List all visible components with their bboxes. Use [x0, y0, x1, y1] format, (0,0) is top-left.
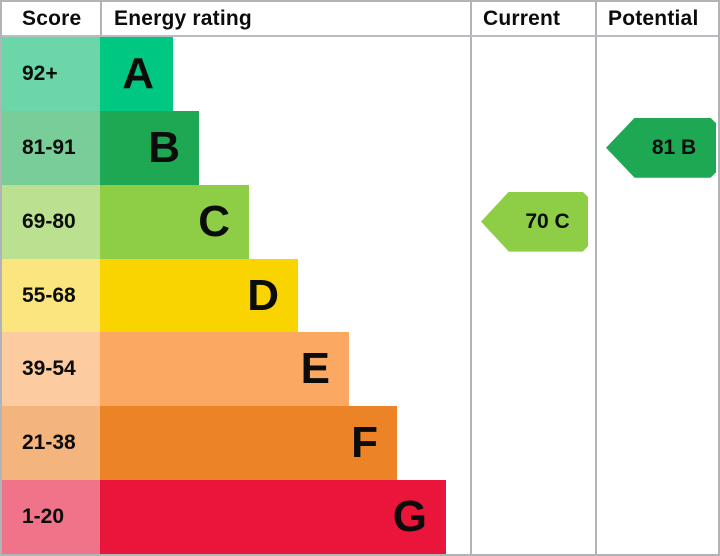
score-range-label: 69-80 [22, 209, 76, 233]
potential-rating-marker: 81 B [606, 117, 716, 178]
header-score: Score [2, 2, 100, 35]
header-energy-rating-label: Energy rating [114, 6, 252, 30]
band-letter-f: F [351, 418, 378, 468]
bar-cell-e: E [100, 332, 470, 407]
score-range-label: 81-91 [22, 135, 76, 159]
band-letter-e: E [300, 344, 330, 394]
score-range-label: 92+ [22, 61, 58, 85]
band-bar-d: D [100, 258, 298, 333]
chart-header: Score Energy rating Current Potential [2, 2, 718, 37]
header-energy-rating: Energy rating [100, 2, 470, 35]
potential-column-cell [595, 480, 718, 554]
bar-cell-f: F [100, 406, 470, 481]
band-letter-d: D [247, 270, 279, 320]
bar-cell-a: A [100, 37, 470, 111]
band-bar-a: A [100, 37, 173, 111]
potential-column-cell [595, 184, 718, 259]
band-row-c: 69-80 C 70 C [2, 184, 718, 259]
potential-column-cell [595, 406, 718, 481]
current-column-cell [470, 406, 595, 481]
band-bar-g: G [100, 480, 446, 554]
potential-column-cell: 81 B [595, 110, 718, 185]
current-column-cell [470, 332, 595, 407]
score-range-c: 69-80 [2, 184, 100, 259]
potential-rating-label: 81 B [651, 135, 697, 159]
bar-cell-d: D [100, 258, 470, 333]
band-letter-b: B [148, 122, 180, 172]
score-range-label: 21-38 [22, 431, 76, 455]
header-current-label: Current [483, 6, 561, 30]
current-column-cell [470, 110, 595, 185]
current-rating-marker: 70 C [481, 191, 588, 252]
potential-column-cell [595, 332, 718, 407]
current-column-cell [470, 480, 595, 554]
band-bar-c: C [100, 184, 249, 259]
header-potential-label: Potential [608, 6, 699, 30]
score-range-label: 55-68 [22, 283, 76, 307]
band-row-b: 81-91 B 81 B [2, 110, 718, 185]
score-range-b: 81-91 [2, 110, 100, 185]
header-potential: Potential [595, 2, 718, 35]
band-letter-g: G [392, 492, 427, 542]
current-column-cell [470, 37, 595, 111]
potential-column-cell [595, 37, 718, 111]
bar-cell-c: C [100, 184, 470, 259]
band-row-e: 39-54 E [2, 332, 718, 407]
band-letter-a: A [122, 48, 154, 98]
score-range-f: 21-38 [2, 406, 100, 481]
band-letter-c: C [198, 196, 230, 246]
band-bar-b: B [100, 110, 199, 185]
band-bar-f: F [100, 406, 397, 481]
score-range-a: 92+ [2, 37, 100, 111]
current-rating-label: 70 C [525, 209, 570, 233]
band-row-f: 21-38 F [2, 406, 718, 481]
band-row-g: 1-20 G [2, 480, 718, 554]
header-score-label: Score [22, 6, 82, 30]
score-range-d: 55-68 [2, 258, 100, 333]
band-row-d: 55-68 D [2, 258, 718, 333]
current-column-cell [470, 258, 595, 333]
chart-body: 92+ A 81-91 B 81 B [2, 37, 718, 554]
score-range-e: 39-54 [2, 332, 100, 407]
current-column-cell: 70 C [470, 184, 595, 259]
band-bar-e: E [100, 332, 349, 407]
bar-cell-g: G [100, 480, 470, 554]
header-current: Current [470, 2, 595, 35]
score-range-label: 1-20 [22, 505, 65, 529]
score-range-g: 1-20 [2, 480, 100, 554]
band-row-a: 92+ A [2, 37, 718, 111]
score-range-label: 39-54 [22, 357, 76, 381]
bar-cell-b: B [100, 110, 470, 185]
potential-column-cell [595, 258, 718, 333]
